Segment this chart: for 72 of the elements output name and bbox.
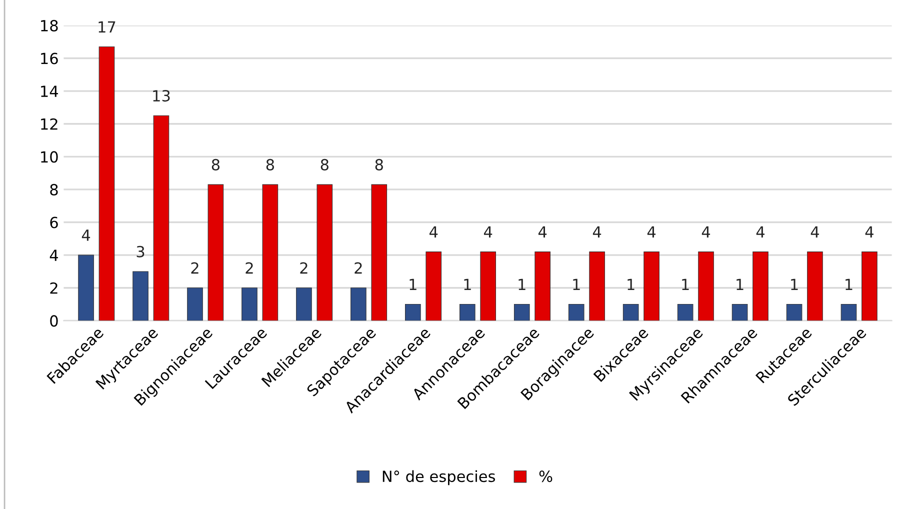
- data-label: 3: [136, 246, 144, 258]
- data-label: 1: [736, 278, 744, 290]
- data-label: 17: [98, 21, 116, 32]
- y-tick-label: 2: [50, 282, 58, 294]
- data-label: 2: [354, 262, 362, 274]
- bar: [426, 252, 442, 321]
- data-label: 1: [791, 278, 798, 290]
- data-label: 4: [865, 226, 874, 238]
- data-label: 1: [410, 278, 416, 290]
- data-label: 8: [266, 158, 274, 170]
- data-label: 4: [702, 226, 710, 238]
- data-label: 1: [464, 278, 471, 290]
- bar: [350, 288, 366, 321]
- data-label: 8: [375, 158, 383, 170]
- data-label: 4: [647, 226, 656, 238]
- data-label: 4: [756, 226, 765, 238]
- data-label: 2: [191, 262, 198, 274]
- data-label: 2: [300, 262, 308, 274]
- bar: [296, 288, 312, 321]
- bar: [242, 288, 258, 321]
- data-label: 4: [538, 226, 547, 238]
- data-label: 8: [212, 158, 220, 170]
- data-label: 8: [320, 158, 328, 170]
- bar: [862, 252, 878, 321]
- data-label: 2: [246, 262, 253, 274]
- data-label: 4: [592, 226, 602, 238]
- legend-label: N° de especies: [382, 470, 495, 486]
- bar: [316, 184, 333, 321]
- bar: [153, 115, 170, 321]
- bar: [371, 184, 388, 321]
- bar: [752, 252, 768, 321]
- bar: [677, 304, 694, 321]
- bar: [98, 46, 115, 321]
- data-label: 1: [628, 278, 634, 290]
- bar: [262, 184, 278, 321]
- bar: [698, 252, 714, 321]
- y-tick-label: 16: [41, 52, 58, 64]
- y-tick-label: 10: [41, 151, 58, 163]
- data-label: 1: [573, 278, 580, 290]
- bar: [622, 304, 639, 321]
- bar: [807, 252, 823, 321]
- data-label: 1: [846, 278, 852, 290]
- bar: [187, 288, 203, 321]
- bar: [514, 304, 530, 321]
- legend-label: %: [539, 470, 552, 482]
- data-label: 4: [430, 226, 438, 238]
- y-tick-label: 8: [50, 184, 58, 196]
- data-label: 1: [682, 278, 689, 290]
- bar: [208, 184, 224, 321]
- bar: [459, 304, 476, 321]
- bar: [786, 304, 802, 321]
- bar: [589, 252, 605, 321]
- bar: [644, 252, 660, 321]
- bar: [534, 252, 550, 321]
- y-tick-label: 14: [41, 86, 58, 97]
- data-label: 1: [518, 278, 526, 290]
- bar: [840, 304, 857, 321]
- bar: [732, 304, 748, 321]
- bar: [78, 254, 94, 321]
- data-label: 4: [484, 226, 492, 238]
- data-label: 13: [153, 90, 170, 102]
- y-tick-label: 4: [50, 250, 58, 261]
- data-label: 4: [82, 230, 90, 241]
- bar: [405, 304, 421, 321]
- bar: [480, 252, 496, 321]
- data-label: 4: [810, 226, 819, 238]
- bar: [568, 304, 584, 321]
- y-tick-label: 0: [50, 315, 58, 327]
- bar: [132, 271, 148, 321]
- y-tick-label: 12: [41, 118, 58, 130]
- y-tick-label: 6: [50, 216, 58, 228]
- y-tick-label: 18: [41, 20, 58, 32]
